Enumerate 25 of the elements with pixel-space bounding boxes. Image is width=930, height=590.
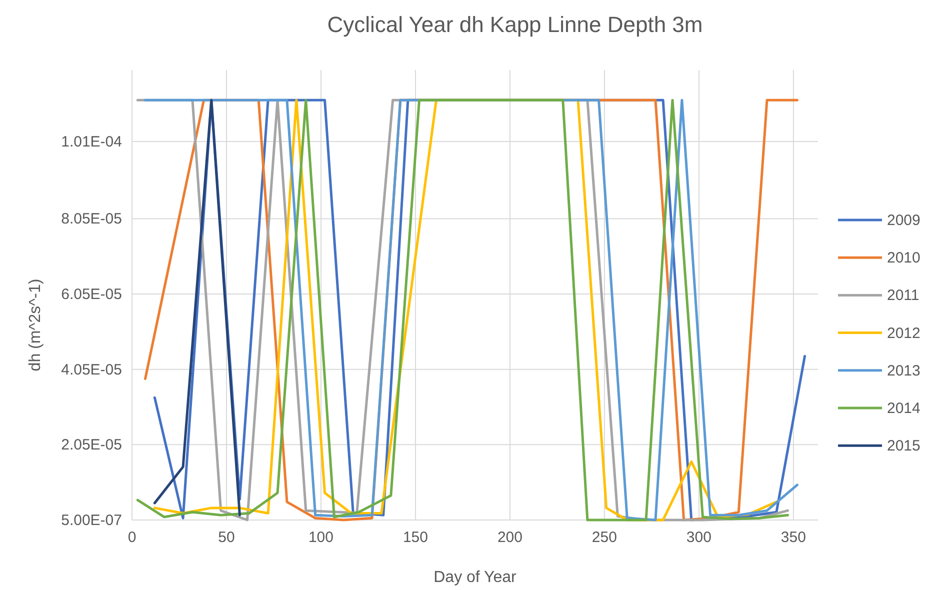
x-tick-label: 300 [686,529,712,546]
legend-label: 2014 [887,400,920,417]
x-tick-label: 100 [308,529,334,546]
y-tick-label: 6.05E-05 [61,286,122,304]
x-tick-label: 200 [497,529,522,546]
y-tick-label: 1.01E-04 [61,134,122,151]
y-tick-label: 5.00E-07 [61,512,122,529]
y-tick-label: 8.05E-05 [61,210,122,228]
y-tick-label: 4.05E-05 [61,361,122,378]
x-axis-title: Day of Year [434,569,518,586]
legend-label: 2013 [887,362,920,380]
legend-label: 2011 [887,287,920,304]
x-tick-label: 250 [592,529,617,546]
x-tick-label: 50 [218,529,235,546]
x-tick-label: 0 [128,529,136,546]
line-series [153,98,241,516]
y-tick-label: 2.05E-05 [61,436,122,454]
y-axis-title: dh (m^2s^-1) [27,278,44,372]
chart-title: Cyclical Year dh Kapp Linne Depth 3m [327,12,703,37]
legend-label: 2009 [887,212,920,229]
legend-label: 2012 [887,324,920,342]
legend-label: 2015 [887,438,920,455]
legend-label: 2010 [887,250,920,267]
x-tick-label: 350 [780,529,806,546]
x-tick-label: 150 [402,529,428,546]
